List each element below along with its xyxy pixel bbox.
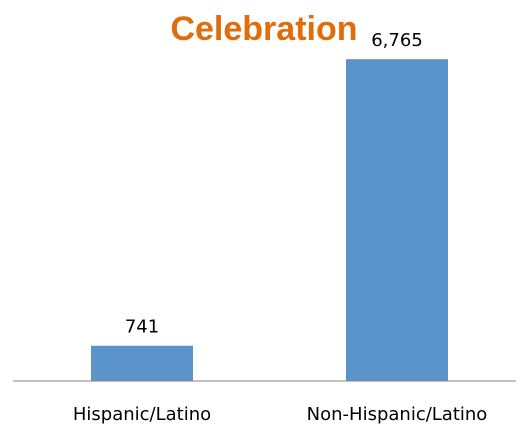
- chart-title: Celebration: [170, 10, 357, 48]
- bars-group: [91, 59, 448, 381]
- labels-group: 741 Hispanic/Latino 6,765 Non-Hispanic/Lati…: [73, 30, 487, 425]
- data-label-1: 6,765: [371, 30, 423, 51]
- data-label-0: 741: [125, 317, 159, 338]
- bar-0: [91, 345, 193, 381]
- x-tick-label-0: Hispanic/Latino: [73, 404, 211, 425]
- x-tick-label-1: Non-Hispanic/Latino: [307, 404, 488, 425]
- bar-1: [346, 59, 448, 381]
